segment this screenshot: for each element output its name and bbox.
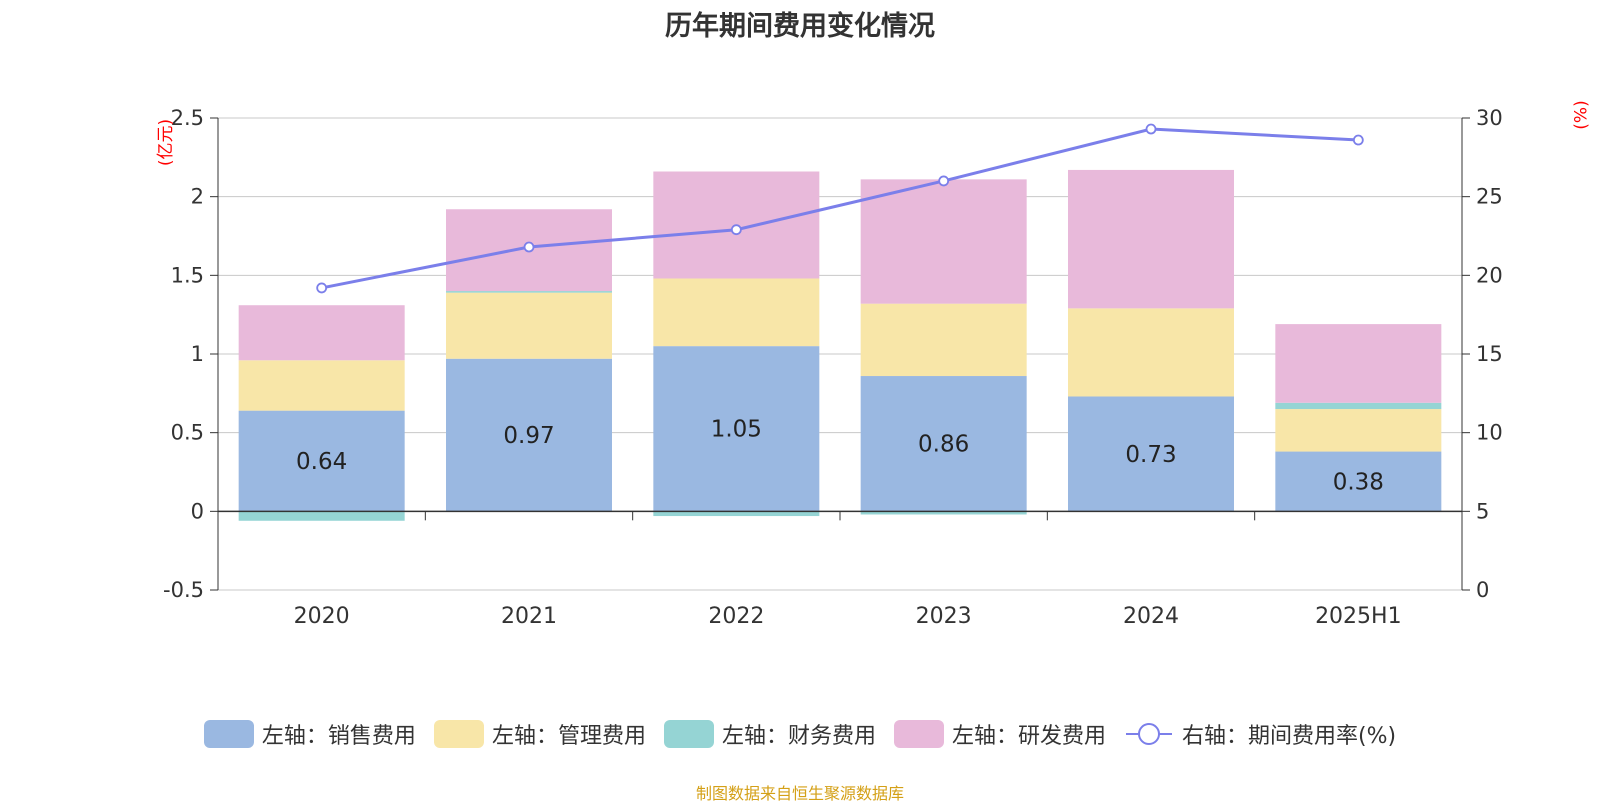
legend-swatch-admin — [433, 720, 484, 748]
bar-segment — [1275, 451, 1442, 512]
bar-segment — [653, 346, 820, 512]
bar-segment — [653, 511, 820, 517]
left-tick-label: 2 — [191, 185, 204, 209]
bar-segment — [238, 305, 405, 361]
bar-segment — [1275, 324, 1442, 403]
rate-point — [730, 224, 742, 236]
right-tick-label: 0 — [1476, 578, 1489, 602]
bar-segment — [238, 360, 405, 411]
bar-segment — [1068, 396, 1234, 512]
x-tick-label: 2025H1 — [1315, 604, 1402, 629]
bar-segment — [238, 410, 405, 512]
legend-item-admin[interactable]: 左轴：管理费用 — [433, 718, 646, 750]
bar-segment — [446, 291, 612, 293]
right-tick-label: 5 — [1476, 499, 1489, 523]
right-tick-label: 15 — [1476, 342, 1503, 366]
bar-segment — [1068, 169, 1234, 309]
bar-segment — [446, 292, 612, 359]
rate-point — [316, 282, 328, 294]
bar-value-label: 0.73 — [1125, 442, 1176, 468]
right-tick-label: 10 — [1476, 421, 1503, 445]
x-tick-label: 2023 — [916, 604, 972, 629]
right-tick-label: 30 — [1476, 106, 1503, 130]
left-tick-label: 0.5 — [171, 421, 204, 445]
bar-value-label: 0.38 — [1333, 469, 1384, 495]
legend-item-finance[interactable]: 左轴：财务费用 — [663, 718, 876, 750]
legend-item-rate[interactable]: 右轴：期间费用率(%) — [1124, 718, 1396, 750]
legend-swatch-sales — [203, 720, 254, 748]
bar-segment — [446, 358, 612, 512]
legend-swatch-finance — [663, 720, 714, 748]
legend-label-rate: 右轴：期间费用率(%) — [1181, 724, 1397, 749]
x-tick-label: 2021 — [501, 604, 557, 629]
left-tick-label: 2.5 — [171, 106, 204, 130]
legend-label-finance: 左轴：财务费用 — [721, 724, 876, 749]
left-tick-label: 1.5 — [171, 263, 204, 287]
chart-title: 历年期间费用变化情况 — [665, 11, 935, 42]
left-tick-label: 0 — [191, 499, 204, 523]
source-note: 制图数据来自恒生聚源数据库 — [695, 784, 904, 803]
legend-item-rd[interactable]: 左轴：研发费用 — [893, 718, 1106, 750]
left-tick-label: 1 — [191, 342, 204, 366]
bar-value-label: 0.97 — [503, 423, 554, 449]
legend-swatch-rate-icon — [1125, 723, 1172, 745]
bar-segment — [1068, 308, 1234, 397]
bar-segment — [860, 511, 1027, 515]
bar-segment — [860, 179, 1027, 304]
x-tick-label: 2022 — [708, 604, 764, 629]
legend-item-sales[interactable]: 左轴：销售费用 — [203, 718, 416, 750]
left-axis-unit: (亿元) — [156, 118, 177, 167]
bar-segment — [1275, 402, 1442, 410]
bar-value-label: 1.05 — [711, 417, 762, 443]
rate-line — [321, 127, 1359, 290]
rate-point — [1145, 123, 1157, 135]
rate-point — [523, 241, 535, 253]
legend: 左轴：销售费用 左轴：管理费用 左轴：财务费用 左轴：研发费用 右轴：期间费用率… — [0, 718, 1600, 750]
bar-segment — [238, 511, 405, 521]
x-tick-label: 2020 — [294, 604, 350, 629]
bar-segment — [653, 278, 820, 347]
legend-label-admin: 左轴：管理费用 — [491, 724, 646, 749]
right-tick-label: 25 — [1476, 185, 1503, 209]
legend-label-sales: 左轴：销售费用 — [261, 724, 416, 749]
right-axis-unit: (%) — [1571, 100, 1592, 130]
legend-swatch-rd — [893, 720, 944, 748]
bar-segment — [1275, 409, 1442, 452]
bar-value-label: 0.64 — [296, 449, 347, 475]
left-tick-label: -0.5 — [163, 578, 204, 602]
rate-point — [938, 175, 950, 187]
x-tick-label: 2024 — [1123, 604, 1179, 629]
right-tick-label: 20 — [1476, 263, 1503, 287]
rate-point — [1352, 134, 1364, 146]
bar-segment — [860, 303, 1027, 377]
legend-label-rd: 左轴：研发费用 — [951, 724, 1106, 749]
bar-value-label: 0.86 — [918, 432, 969, 458]
bar-segment — [860, 376, 1027, 512]
